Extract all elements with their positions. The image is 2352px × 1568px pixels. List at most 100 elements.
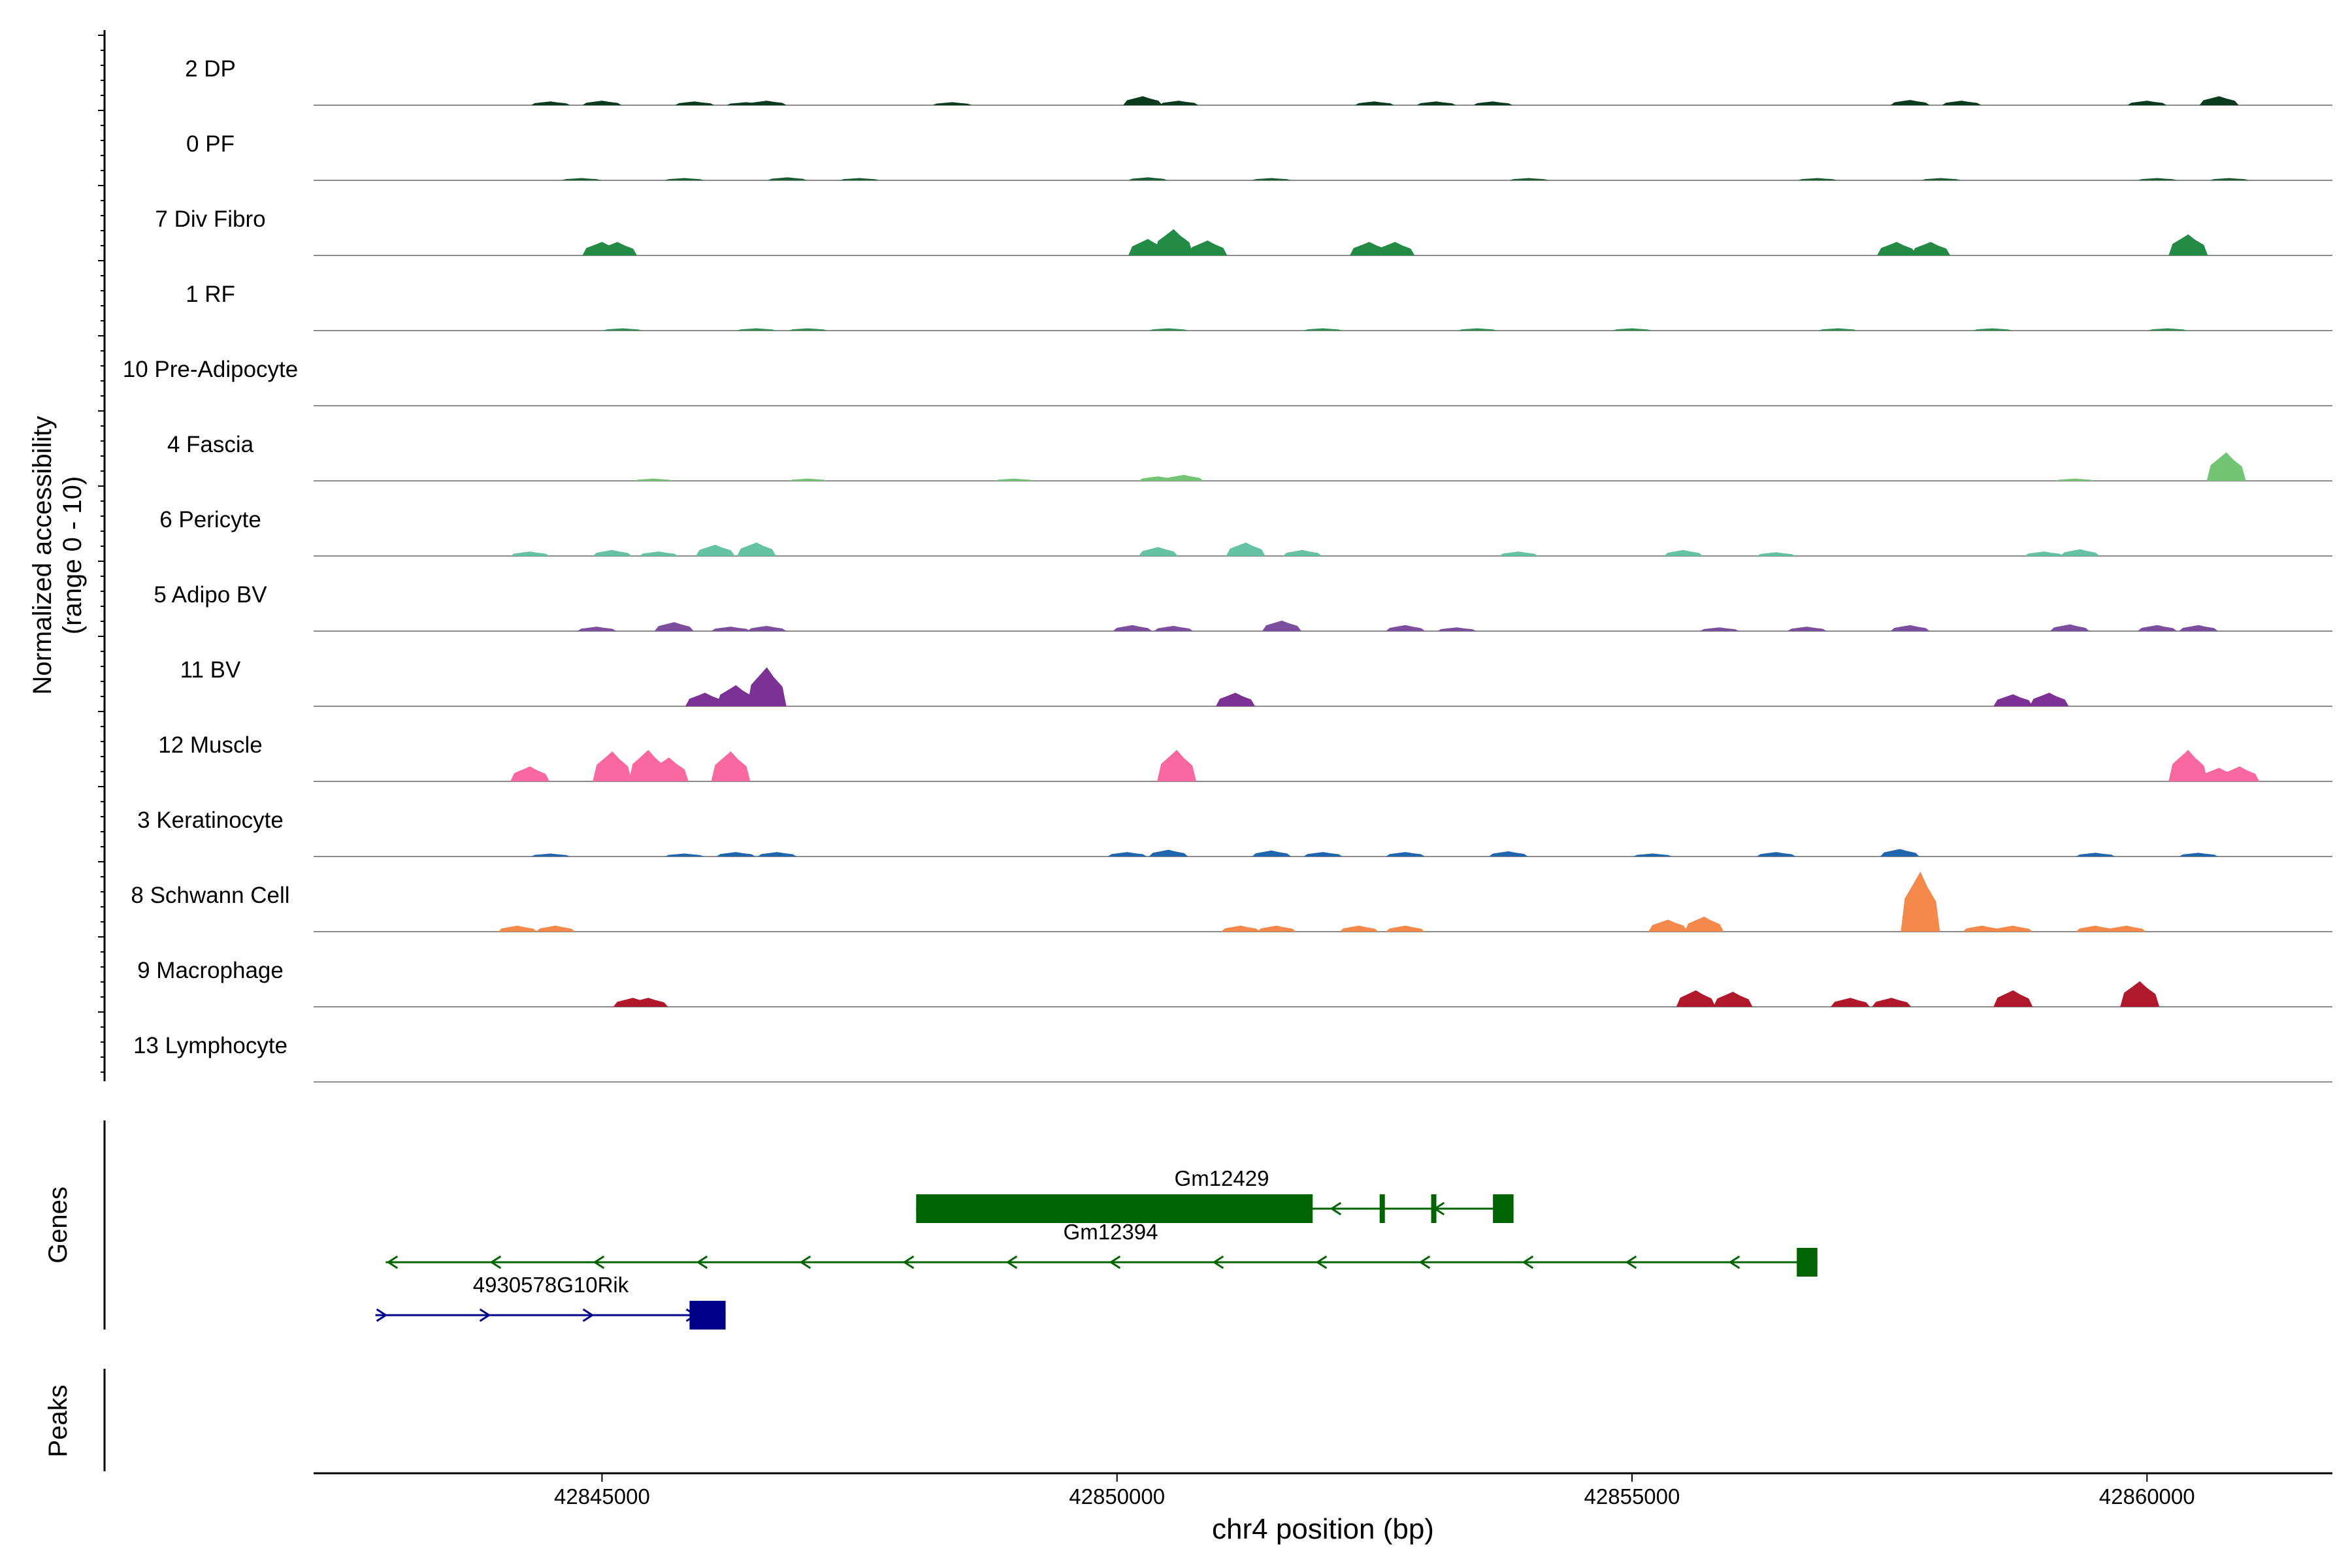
track-1-rf: 1 RF bbox=[186, 282, 2332, 331]
coverage-peak bbox=[593, 751, 632, 781]
coverage-peak bbox=[1303, 328, 1343, 331]
coverage-peak bbox=[2120, 981, 2160, 1007]
track-3-keratinocyte: 3 Keratinocyte bbox=[137, 808, 2332, 857]
coverage-peak bbox=[1416, 101, 1456, 105]
coverage-peak bbox=[2137, 625, 2177, 631]
track-label: 9 Macrophage bbox=[137, 958, 284, 983]
coverage-peak bbox=[561, 178, 601, 180]
coverage-peak bbox=[582, 101, 622, 105]
coverage-peak bbox=[2137, 178, 2177, 180]
coverage-peak bbox=[1890, 99, 1930, 105]
coverage-peak bbox=[1962, 925, 2002, 932]
coverage-peak bbox=[629, 998, 668, 1007]
coverage-peak bbox=[1921, 178, 1961, 180]
coverage-peak bbox=[664, 178, 704, 180]
gene-label: 4930578G10Rik bbox=[473, 1273, 629, 1297]
coverage-peak bbox=[1648, 919, 1688, 932]
coverage-peak bbox=[1901, 872, 1940, 932]
coverage-peak bbox=[1633, 853, 1673, 857]
coverage-peak bbox=[1188, 240, 1228, 255]
coverage-peak bbox=[1154, 229, 1194, 255]
strand-arrow bbox=[799, 1255, 811, 1269]
coverage-peak bbox=[634, 478, 674, 481]
coverage-peak bbox=[1890, 625, 1930, 631]
coverage-peak bbox=[747, 101, 787, 105]
x-tick-label: 42850000 bbox=[1069, 1484, 1165, 1509]
coverage-peak bbox=[1252, 850, 1292, 857]
coverage-peak bbox=[531, 101, 570, 105]
coverage-peak bbox=[1386, 925, 1426, 932]
coverage-peak bbox=[1339, 925, 1379, 932]
coverage-peak bbox=[747, 667, 787, 706]
coverage-peak bbox=[1113, 625, 1152, 631]
coverage-peak bbox=[1818, 328, 1858, 331]
coverage-peak bbox=[2060, 549, 2100, 556]
gene-exon bbox=[1493, 1194, 1514, 1223]
coverage-peak bbox=[2179, 625, 2219, 631]
track-9-macrophage: 9 Macrophage bbox=[137, 958, 2332, 1007]
strand-arrow bbox=[593, 1255, 605, 1269]
coverage-peak bbox=[1756, 852, 1796, 857]
strand-arrow bbox=[376, 1308, 388, 1322]
strand-arrow bbox=[1625, 1255, 1637, 1269]
strand-arrow bbox=[1005, 1255, 1018, 1269]
coverage-peak bbox=[1993, 694, 2033, 706]
coverage-peak bbox=[1473, 101, 1513, 105]
coverage-peak bbox=[1386, 625, 1426, 631]
coverage-peak bbox=[840, 178, 879, 180]
strand-arrow bbox=[902, 1255, 915, 1269]
coverage-peak bbox=[1282, 549, 1322, 556]
coverage-peak bbox=[695, 544, 735, 556]
coverage-peak bbox=[602, 328, 642, 331]
track-10-pre-adipocyte: 10 Pre-Adipocyte bbox=[123, 357, 2332, 406]
coverage-peak bbox=[675, 101, 715, 105]
coverage-peak bbox=[1215, 693, 1255, 706]
track-label: 11 BV bbox=[180, 657, 241, 683]
coverage-peak bbox=[2050, 624, 2089, 631]
track-label: 5 Adipo BV bbox=[154, 582, 267, 608]
coverage-peak bbox=[1149, 328, 1188, 331]
coverage-peak bbox=[1699, 627, 1739, 631]
track-label: 10 Pre-Adipocyte bbox=[123, 357, 298, 382]
track-11-bv: 11 BV bbox=[180, 657, 2332, 707]
coverage-peak bbox=[577, 627, 617, 631]
peaks-panel-label: Peaks bbox=[44, 1384, 73, 1457]
coverage-peak bbox=[1159, 101, 1199, 105]
coverage-peak bbox=[1942, 101, 1982, 105]
coverage-peak bbox=[2024, 551, 2064, 556]
coverage-peak bbox=[2206, 452, 2246, 481]
coverage-peak bbox=[2220, 766, 2260, 781]
track-label: 8 Schwann Cell bbox=[131, 883, 289, 908]
coverage-peak bbox=[716, 685, 756, 706]
coverage-peak bbox=[654, 622, 694, 631]
coverage-peak bbox=[747, 625, 787, 631]
coverage-peak bbox=[1107, 852, 1147, 857]
coverage-peak bbox=[1157, 749, 1197, 781]
coverage-peak bbox=[1877, 242, 1917, 255]
coverage-peak bbox=[1123, 96, 1163, 105]
genes-panel-label: Genes bbox=[44, 1186, 73, 1264]
x-tick-label: 42855000 bbox=[1584, 1484, 1680, 1509]
coverage-peak bbox=[536, 925, 576, 932]
coverage-peak bbox=[716, 852, 756, 857]
y-axis-label: Normalized accessibility bbox=[28, 416, 57, 695]
gene-exon bbox=[1379, 1194, 1385, 1223]
gene-label: Gm12429 bbox=[1175, 1166, 1269, 1190]
coverage-peak bbox=[768, 177, 808, 180]
coverage-peak bbox=[1128, 177, 1168, 180]
coverage-peak bbox=[1831, 998, 1870, 1007]
x-axis-ticks: 42845000 42850000 42855000 42860000 bbox=[554, 1473, 2195, 1509]
gene-exon bbox=[1431, 1194, 1437, 1223]
coverage-peak bbox=[1375, 242, 1415, 255]
coverage-peak bbox=[664, 853, 704, 857]
strand-arrow bbox=[1212, 1255, 1224, 1269]
track-7-div-fibro: 7 Div Fibro bbox=[155, 206, 2332, 256]
track-5-adipo-bv: 5 Adipo BV bbox=[154, 582, 2332, 632]
coverage-peak bbox=[1303, 852, 1343, 857]
strand-arrow bbox=[1109, 1255, 1121, 1269]
gene-exon bbox=[1797, 1248, 1818, 1277]
coverage-peak bbox=[1220, 925, 1260, 932]
track-label: 13 Lymphocyte bbox=[133, 1033, 287, 1058]
coverage-peak bbox=[2179, 853, 2219, 857]
